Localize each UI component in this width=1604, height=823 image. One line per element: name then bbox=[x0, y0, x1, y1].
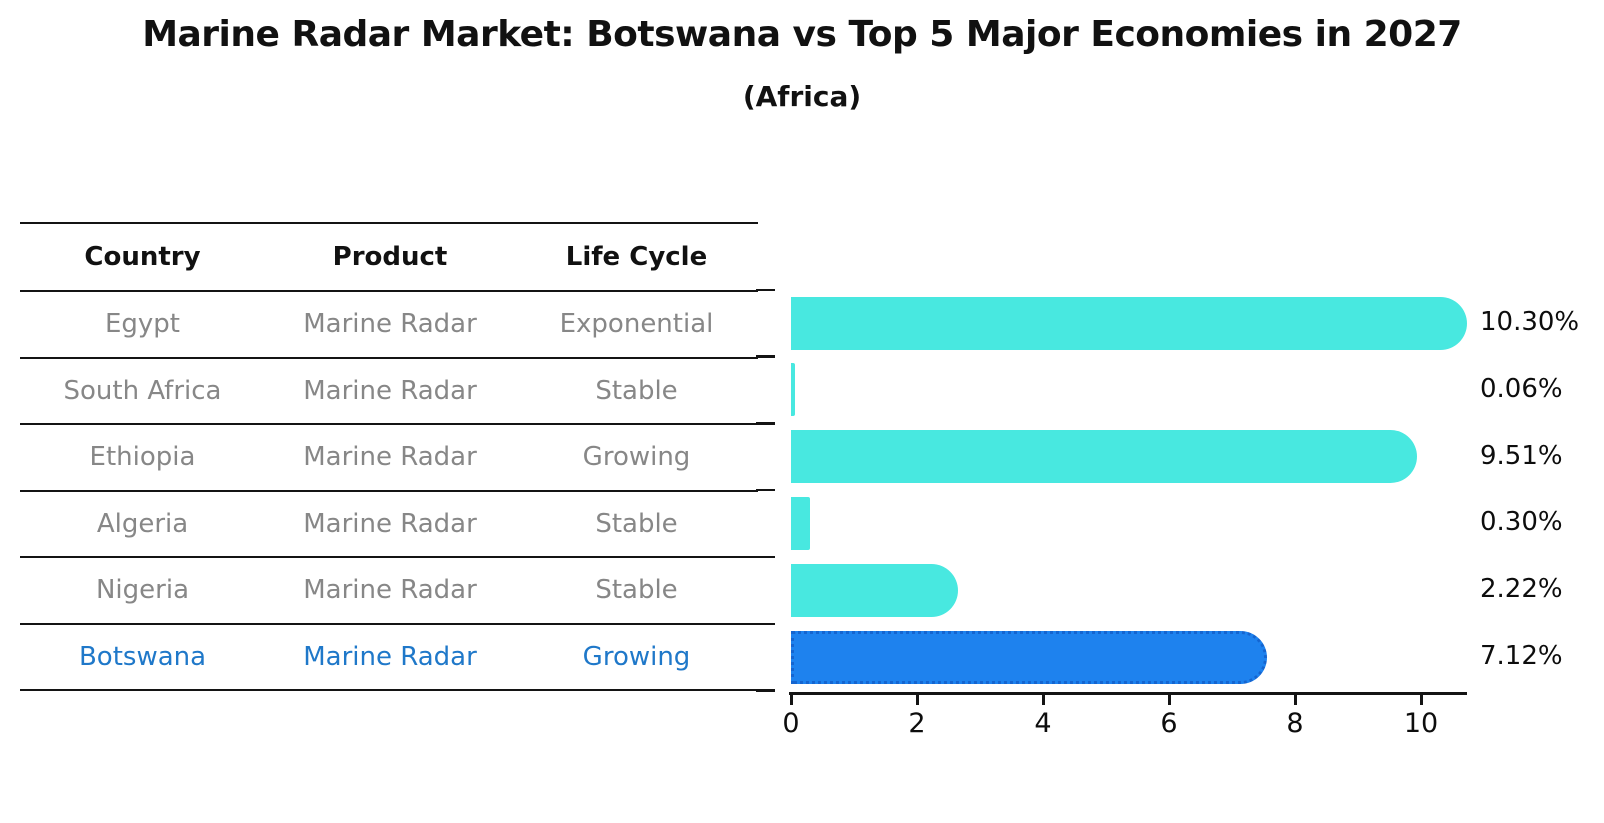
life-cycle-cell: Exponential bbox=[559, 309, 714, 340]
y-tick-mark bbox=[756, 555, 775, 559]
y-tick-mark bbox=[756, 422, 775, 425]
table-row-algeria: Algeria Marine Radar Stable bbox=[20, 492, 758, 558]
bar-value-label: 10.30% bbox=[1480, 307, 1580, 337]
bar-value-label: 0.06% bbox=[1480, 373, 1563, 404]
x-tick-label: 8 bbox=[1286, 708, 1304, 739]
country-cell: Algeria bbox=[96, 508, 189, 539]
life-cycle-cell: Stable bbox=[595, 375, 678, 406]
life-cycle-cell: Growing bbox=[582, 442, 691, 473]
bar-nigeria bbox=[791, 563, 958, 617]
page-subtitle: (Africa) bbox=[742, 80, 862, 113]
table-row-nigeria: Nigeria Marine Radar Stable bbox=[20, 558, 758, 625]
country-cell: Ethiopia bbox=[89, 442, 196, 473]
bar-south-africa bbox=[791, 363, 795, 417]
country-cell: Egypt bbox=[104, 309, 181, 340]
bar-ethiopia bbox=[791, 430, 1418, 484]
product-cell: Marine Radar bbox=[303, 442, 477, 473]
bar-egypt bbox=[791, 296, 1467, 350]
x-tick-label: 2 bbox=[908, 708, 926, 739]
bar-value-label: 2.22% bbox=[1480, 574, 1563, 605]
country-cell: Botswana bbox=[78, 641, 207, 672]
x-tick-mark bbox=[1167, 694, 1171, 705]
x-tick-mark bbox=[915, 694, 919, 705]
life-cycle-cell: Growing bbox=[582, 641, 691, 672]
x-tick-mark bbox=[1041, 694, 1045, 705]
product-cell: Marine Radar bbox=[303, 641, 477, 672]
product-cell: Marine Radar bbox=[303, 309, 477, 340]
bar-value-label: 7.12% bbox=[1480, 641, 1563, 671]
column-header-country: Country bbox=[84, 242, 201, 272]
bar-algeria bbox=[791, 496, 810, 550]
product-cell: Marine Radar bbox=[303, 375, 477, 406]
life-cycle-cell: Stable bbox=[595, 508, 678, 539]
table-row-south-africa: South Africa Marine Radar Stable bbox=[20, 359, 758, 425]
table-row-ethiopia: Ethiopia Marine Radar Growing bbox=[20, 425, 758, 492]
x-tick-label: 0 bbox=[782, 708, 800, 739]
table-row-egypt: Egypt Marine Radar Exponential bbox=[20, 292, 758, 359]
product-cell: Marine Radar bbox=[303, 508, 477, 539]
country-cell: Nigeria bbox=[95, 575, 190, 606]
x-tick-mark bbox=[1419, 694, 1423, 705]
life-cycle-cell: Stable bbox=[595, 575, 678, 606]
y-tick-mark bbox=[756, 622, 775, 625]
x-tick-label: 10 bbox=[1403, 708, 1439, 739]
bar-botswana bbox=[791, 630, 1267, 684]
bar-value-label: 9.51% bbox=[1480, 440, 1563, 471]
y-tick-mark bbox=[756, 689, 775, 692]
page-title: Marine Radar Market: Botswana vs Top 5 M… bbox=[142, 14, 1462, 55]
y-tick-mark bbox=[756, 488, 775, 492]
country-cell: South Africa bbox=[63, 375, 222, 406]
x-tick-label: 4 bbox=[1034, 708, 1052, 739]
y-tick-mark bbox=[756, 288, 775, 291]
y-tick-mark bbox=[756, 355, 775, 358]
x-tick-mark bbox=[1293, 694, 1297, 705]
table-header-row: Country Product Life Cycle bbox=[20, 224, 758, 292]
table-row-botswana: Botswana Marine Radar Growing bbox=[20, 625, 758, 691]
bar-value-label: 0.30% bbox=[1480, 507, 1563, 538]
x-tick-mark bbox=[789, 694, 793, 705]
product-cell: Marine Radar bbox=[303, 575, 477, 606]
x-axis-spine bbox=[789, 692, 1467, 695]
country-info-table: Country Product Life Cycle Egypt Marine Rada… bbox=[20, 222, 758, 691]
x-tick-label: 6 bbox=[1160, 708, 1178, 739]
column-header-life-cycle: Life Cycle bbox=[565, 242, 708, 272]
column-header-product: Product bbox=[332, 242, 448, 272]
